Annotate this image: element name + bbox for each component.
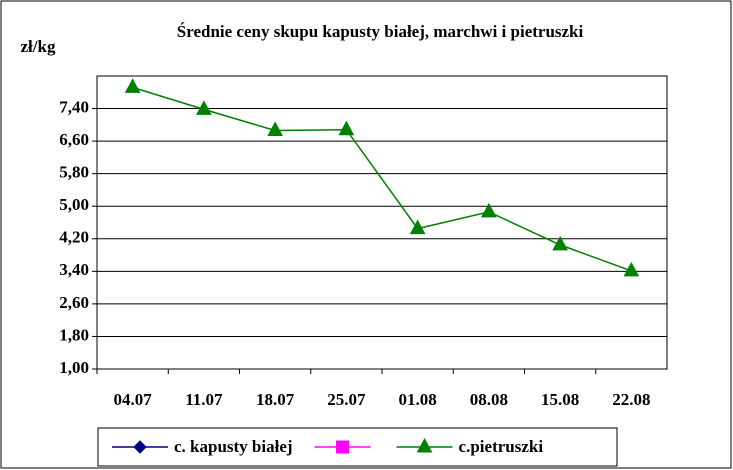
y-tick-label: 1,00 [59, 358, 89, 377]
x-tick-label: 11.07 [185, 390, 223, 409]
y-tick-label: 5,00 [59, 195, 89, 214]
y-tick-label: 4,20 [59, 228, 89, 247]
legend-label: c. kapusty białej [174, 437, 293, 456]
data-point [124, 78, 141, 93]
data-point [409, 219, 426, 235]
x-tick-label: 01.08 [399, 390, 437, 409]
y-tick-label: 1,80 [59, 325, 89, 344]
legend-label: c.pietruszki [459, 437, 544, 456]
y-tick-label: 5,80 [59, 163, 89, 182]
data-point [481, 202, 497, 218]
chart-title: Średnie ceny skupu kapusty białej, march… [177, 22, 584, 41]
data-point [552, 235, 568, 251]
y-tick-label: 6,60 [59, 130, 89, 149]
y-tick-label: 7,40 [59, 97, 89, 116]
data-point [267, 121, 283, 137]
legend-marker [133, 440, 147, 454]
legend-marker [336, 440, 350, 454]
data-point [623, 261, 640, 277]
x-tick-label: 15.08 [541, 390, 579, 409]
series-line [132, 86, 632, 272]
y-tick-label: 3,40 [59, 260, 89, 279]
x-tick-label: 08.08 [470, 390, 508, 409]
data-point [196, 100, 212, 115]
legend-marker [416, 437, 433, 453]
x-tick-label: 18.07 [256, 390, 295, 409]
y-axis-label: zł/kg [21, 37, 56, 56]
data-point [338, 120, 355, 136]
y-tick-label: 2,60 [59, 293, 89, 312]
x-tick-label: 04.07 [114, 390, 153, 409]
x-tick-label: 25.07 [327, 390, 366, 409]
x-tick-label: 22.08 [612, 390, 650, 409]
